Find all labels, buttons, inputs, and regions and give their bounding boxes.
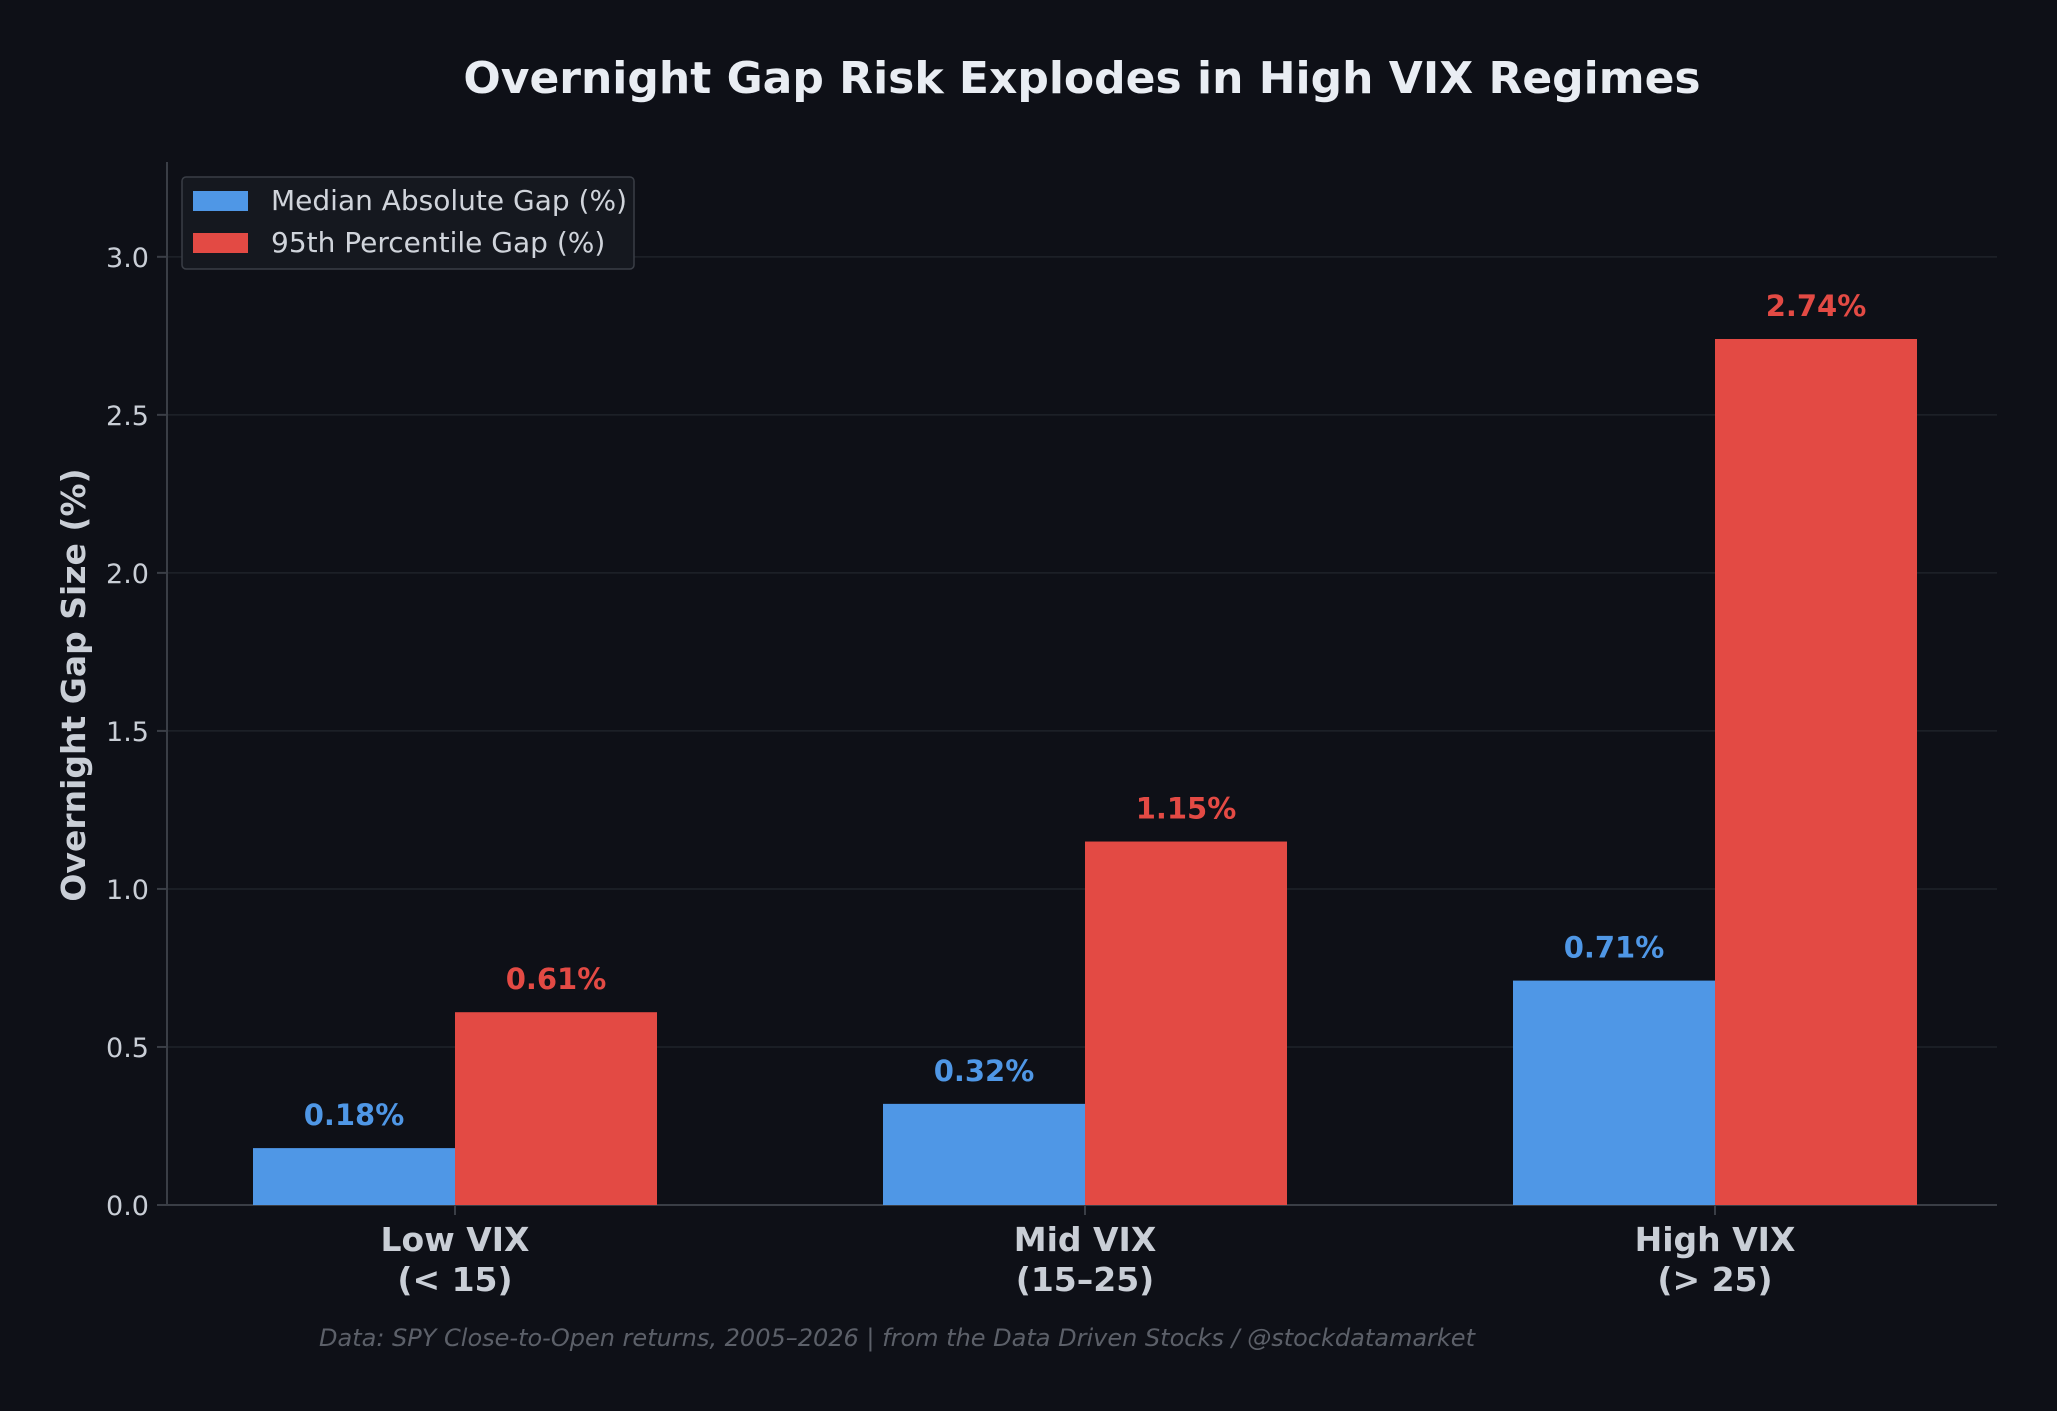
y-axis-label: Overnight Gap Size (%) — [54, 468, 93, 901]
value-labels: 0.18% 0.61% 0.32% 1.15% 0.71% 2.74% — [304, 289, 1867, 1132]
legend-box — [181, 176, 635, 270]
bar — [455, 1012, 657, 1205]
bar — [1513, 980, 1715, 1205]
y-tick-label: 0.0 — [106, 1191, 149, 1222]
legend-label-p95: 95th Percentile Gap (%) — [271, 226, 605, 259]
data-label: 0.32% — [934, 1054, 1035, 1088]
data-label: 2.74% — [1766, 289, 1867, 323]
y-tick-label: 2.5 — [106, 401, 149, 432]
y-tick-label: 2.0 — [106, 559, 149, 590]
bars — [253, 338, 1917, 1206]
x-tick-sublabel: (< 15) — [397, 1260, 512, 1299]
x-tick-label: High VIX — [1635, 1220, 1796, 1259]
legend-swatch-median — [193, 191, 248, 211]
bar — [1085, 841, 1287, 1205]
x-tick-sublabel: (15–25) — [1016, 1260, 1155, 1299]
data-label: 1.15% — [1136, 792, 1237, 826]
y-tick-label: 1.5 — [106, 717, 149, 748]
x-tick-label: Low VIX — [381, 1220, 530, 1259]
y-tick-label: 0.5 — [106, 1033, 149, 1064]
footnote: Data: SPY Close-to-Open returns, 2005–20… — [319, 1324, 1477, 1352]
legend-label-median: Median Absolute Gap (%) — [271, 184, 627, 217]
data-label: 0.18% — [304, 1098, 405, 1132]
data-label: 0.71% — [1564, 931, 1665, 965]
bar — [1715, 338, 1917, 1206]
bar — [253, 1148, 455, 1205]
data-label: 0.61% — [506, 962, 607, 996]
x-categories: Low VIX(< 15) Mid VIX(15–25) High VIX(> 25… — [381, 1205, 1796, 1299]
bar — [883, 1103, 1085, 1205]
y-tick-label: 3.0 — [106, 243, 149, 274]
chart-title: Overnight Gap Risk Explodes in High VIX … — [463, 53, 1700, 104]
legend: Median Absolute Gap (%) 95th Percentile … — [181, 176, 635, 270]
y-tick-label: 1.0 — [106, 875, 149, 906]
x-tick-label: Mid VIX — [1014, 1220, 1157, 1259]
legend-swatch-p95 — [193, 233, 248, 253]
y-ticks: 0.0 0.5 1.0 1.5 2.0 2.5 3.0 — [106, 243, 167, 1222]
x-tick-sublabel: (> 25) — [1657, 1260, 1772, 1299]
